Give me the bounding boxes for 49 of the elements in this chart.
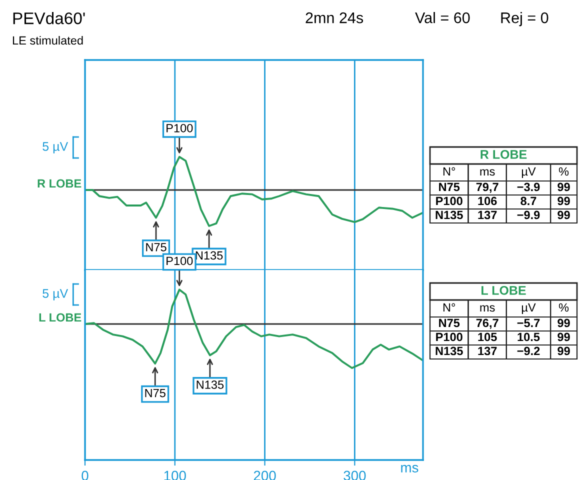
text: ms [480,305,495,312]
text: 99 [558,332,570,342]
annotation: N75 [145,389,166,398]
series-label: R LOBE [38,179,82,188]
text: µV [522,303,536,314]
text: 105 [478,332,497,342]
text: −5.7 [517,318,540,328]
text: Rej = 0 [501,12,548,26]
text: 5 µV [42,289,68,300]
text: N135 [436,210,463,220]
text: 99 [558,210,570,220]
text: 76,7 [476,318,498,329]
text: µV [522,167,536,178]
annotation: P100 [166,124,193,132]
text: Val = 60 [415,12,470,24]
series-label: L LOBE [39,313,82,322]
text: 99 [558,182,570,192]
text: N° [443,167,456,176]
text: 10.5 [518,332,540,342]
text: 106 [478,196,497,206]
text: P100 [436,332,462,342]
text: % [558,167,569,176]
chart-subtitle: LE stimulated [12,36,83,45]
x-axis-title: ms [401,464,418,472]
text: −9.2 [517,346,540,356]
text: 8.7 [520,196,536,206]
text: 137 [478,210,497,220]
text: ms [480,169,495,176]
text: N75 [439,182,460,192]
text: 2mn 24s [306,12,364,24]
text: 5 µV [42,142,68,154]
text: N75 [439,318,460,328]
text: N135 [436,346,463,356]
text: N° [443,303,456,312]
text: % [558,303,569,312]
text: 99 [558,318,570,328]
text: P100 [436,196,462,206]
text: R LOBE [480,150,527,159]
annotation: N135 [196,380,224,389]
text: −3.9 [517,182,540,192]
text: 99 [558,196,570,206]
text: 99 [558,346,570,356]
annotation: P100 [166,256,193,266]
annotation: N75 [146,243,166,252]
text: 137 [478,346,497,356]
text: 79,7 [476,182,498,193]
chart-title: PEVda60' [13,12,85,24]
text: −9.9 [517,210,540,220]
text: L LOBE [482,286,526,295]
